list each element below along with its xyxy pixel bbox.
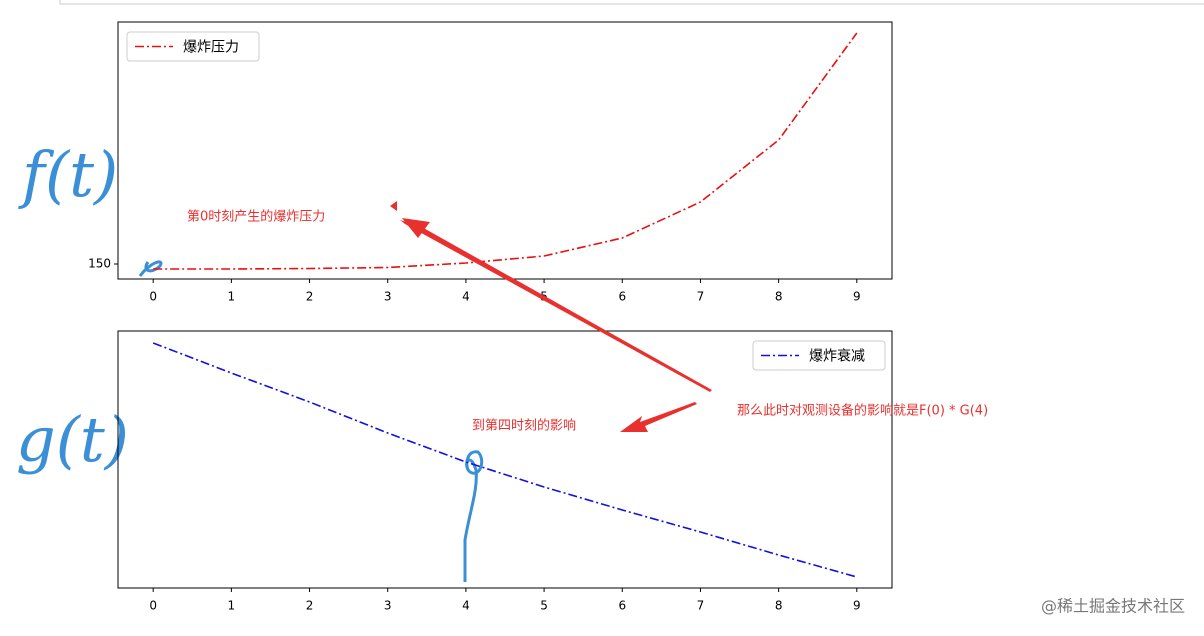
- top-border: [59, 0, 1204, 5]
- x-tick-label: 6: [618, 290, 626, 304]
- arrow-head: [402, 218, 430, 238]
- x-tick-label: 3: [384, 290, 392, 304]
- x-tick-label: 9: [853, 599, 861, 613]
- x-tick-label: 1: [228, 599, 236, 613]
- x-tick-label: 7: [697, 599, 705, 613]
- x-tick-label: 6: [618, 599, 626, 613]
- x-tick-label: 8: [775, 599, 783, 613]
- charts: 0123456789150爆炸压力0123456789爆炸衰减: [88, 21, 893, 613]
- x-tick-label: 4: [462, 290, 470, 304]
- x-tick-label: 4: [462, 599, 470, 613]
- line: [152, 342, 858, 578]
- x-tick-label: 8: [775, 290, 783, 304]
- note: 到第四时刻的影响: [472, 418, 576, 434]
- x-tick-label: 1: [228, 290, 236, 304]
- watermark: @稀土掘金技术社区: [1041, 597, 1185, 616]
- x-tick-label: 2: [306, 290, 314, 304]
- y-tick-label: 150: [88, 257, 111, 271]
- plot-frame: [117, 330, 893, 589]
- f-label: f(t): [18, 138, 118, 211]
- note: 第0时刻产生的爆炸压力: [187, 209, 325, 225]
- x-tick-label: 0: [149, 599, 157, 613]
- line: [153, 32, 858, 270]
- scribble: [138, 260, 163, 277]
- g-label: g(t): [16, 403, 129, 476]
- scribble: [463, 450, 484, 582]
- marker: [390, 201, 397, 211]
- x-tick-label: 0: [149, 290, 157, 304]
- legend-label: 爆炸压力: [183, 40, 239, 56]
- x-tick-label: 5: [540, 599, 548, 613]
- legend-box: [126, 31, 260, 62]
- arrow: [400, 220, 712, 392]
- legend-box: [752, 340, 886, 371]
- x-tick-label: 9: [853, 290, 861, 304]
- x-tick-label: 2: [306, 599, 314, 613]
- x-tick-label: 7: [697, 290, 705, 304]
- note: 那么此时对观测设备的影响就是F(0) * G(4): [737, 403, 988, 419]
- arrow: [620, 402, 697, 432]
- legend-label: 爆炸衰减: [809, 348, 865, 365]
- x-tick-label: 3: [384, 599, 392, 613]
